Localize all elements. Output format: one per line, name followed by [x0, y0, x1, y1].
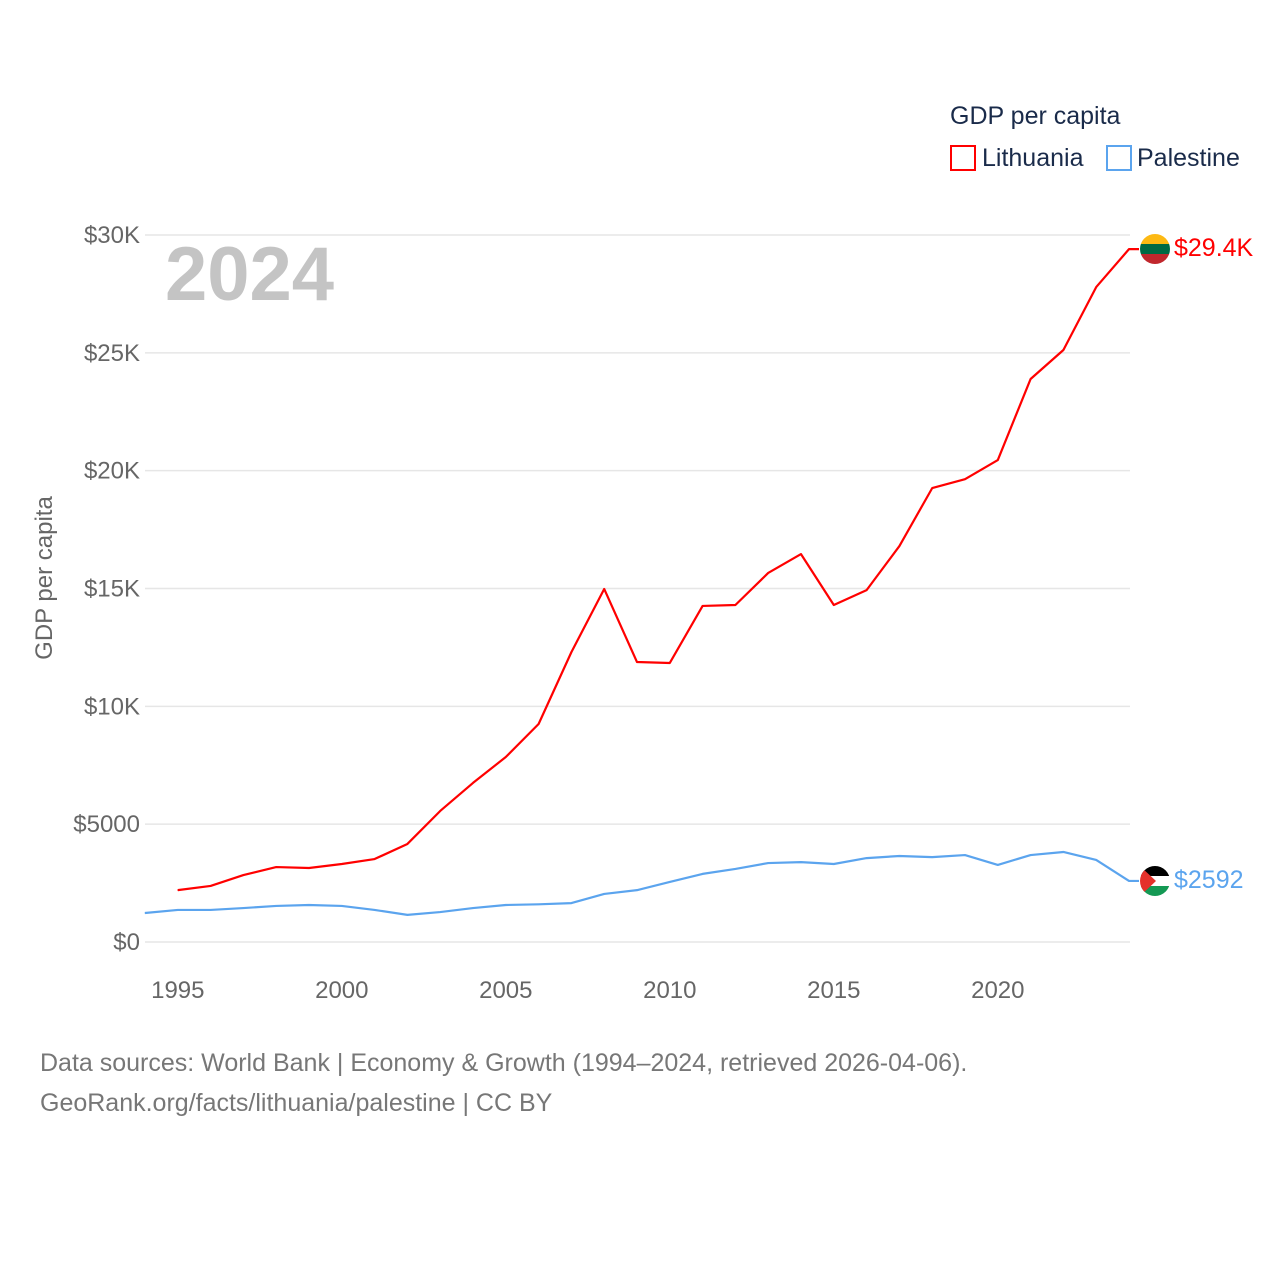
y-tick-label: $10K [84, 693, 140, 720]
y-tick-label: $20K [84, 458, 140, 485]
y-tick-label: $30K [84, 222, 140, 249]
data-point-lithuania [1095, 286, 1097, 288]
data-point-palestine [341, 905, 343, 907]
y-tick-label: $5000 [73, 811, 140, 838]
end-label-palestine: $2592 [1174, 866, 1244, 894]
data-point-palestine [242, 907, 244, 909]
y-tick-label: $25K [84, 340, 140, 367]
data-point-palestine [406, 914, 408, 916]
data-point-lithuania [570, 651, 572, 653]
data-point-palestine [866, 857, 868, 859]
data-point-lithuania [242, 874, 244, 876]
data-point-lithuania [833, 604, 835, 606]
palestine-flag-icon [1140, 866, 1170, 896]
source-note: Data sources: World Bank | Economy & Gro… [40, 1043, 967, 1123]
end-label-lithuania: $29.4K [1174, 234, 1254, 262]
x-tick-label: 1995 [151, 977, 204, 1004]
data-point-palestine [570, 902, 572, 904]
x-tick-label: 2000 [315, 977, 368, 1004]
data-point-lithuania [702, 605, 704, 607]
data-point-lithuania [1030, 378, 1032, 380]
data-point-lithuania [767, 572, 769, 574]
data-point-lithuania [210, 885, 212, 887]
data-point-palestine [505, 904, 507, 906]
data-point-palestine [931, 856, 933, 858]
data-point-palestine [997, 864, 999, 866]
year-label: 2024 [165, 232, 334, 317]
data-point-palestine [374, 909, 376, 911]
legend-label-palestine[interactable]: Palestine [1137, 144, 1240, 172]
data-point-palestine [734, 868, 736, 870]
series-line-lithuania[interactable] [177, 248, 1139, 892]
data-point-lithuania [1062, 349, 1064, 351]
data-point-palestine [669, 881, 671, 883]
data-point-palestine [702, 873, 704, 875]
data-point-palestine [1030, 854, 1032, 856]
data-point-lithuania [177, 889, 179, 891]
legend-swatch-lithuania [950, 145, 976, 171]
data-point-palestine [308, 904, 310, 906]
data-point-lithuania [341, 863, 343, 865]
data-point-lithuania [374, 858, 376, 860]
source-line-1: Data sources: World Bank | Economy & Gro… [40, 1049, 968, 1077]
data-point-palestine [1062, 851, 1064, 853]
data-point-lithuania [734, 604, 736, 606]
data-point-lithuania [669, 662, 671, 664]
data-point-lithuania [406, 843, 408, 845]
data-point-palestine [177, 909, 179, 911]
x-tick-label: 2020 [971, 977, 1024, 1004]
data-point-palestine [833, 863, 835, 865]
data-point-lithuania [1128, 248, 1130, 250]
x-tick-label: 2010 [643, 977, 696, 1004]
data-point-lithuania [439, 810, 441, 812]
data-point-lithuania [997, 459, 999, 461]
data-point-palestine [144, 912, 146, 914]
legend-swatch-palestine [1106, 145, 1132, 171]
data-point-lithuania [866, 589, 868, 591]
y-axis-label: GDP per capita [31, 496, 58, 660]
lithuania-flag-icon [1140, 234, 1170, 264]
x-tick-label: 2005 [479, 977, 532, 1004]
data-point-lithuania [931, 487, 933, 489]
y-tick-label: $0 [113, 929, 140, 956]
legend-label-lithuania[interactable]: Lithuania [982, 144, 1084, 172]
x-tick-label: 2015 [807, 977, 860, 1004]
data-point-lithuania [964, 478, 966, 480]
data-point-palestine [275, 905, 277, 907]
data-point-lithuania [275, 866, 277, 868]
data-point-palestine [439, 911, 441, 913]
data-point-lithuania [898, 545, 900, 547]
data-point-palestine [898, 855, 900, 857]
data-point-palestine [603, 893, 605, 895]
data-point-lithuania [505, 756, 507, 758]
series-line-palestine[interactable] [144, 850, 1139, 916]
data-point-lithuania [800, 553, 802, 555]
data-point-palestine [636, 889, 638, 891]
y-tick-label: $15K [84, 576, 140, 603]
data-point-lithuania [636, 661, 638, 663]
source-line-2[interactable]: GeoRank.org/facts/lithuania/palestine | … [40, 1089, 553, 1117]
data-point-palestine [472, 907, 474, 909]
data-point-palestine [210, 909, 212, 911]
data-point-lithuania [538, 723, 540, 725]
data-point-lithuania [472, 782, 474, 784]
legend-title: GDP per capita [950, 102, 1121, 130]
data-point-palestine [800, 861, 802, 863]
data-point-lithuania [603, 588, 605, 590]
data-point-palestine [1128, 880, 1130, 882]
data-point-lithuania [308, 867, 310, 869]
data-point-palestine [964, 854, 966, 856]
data-point-palestine [767, 862, 769, 864]
data-point-palestine [538, 903, 540, 905]
data-point-palestine [1095, 859, 1097, 861]
